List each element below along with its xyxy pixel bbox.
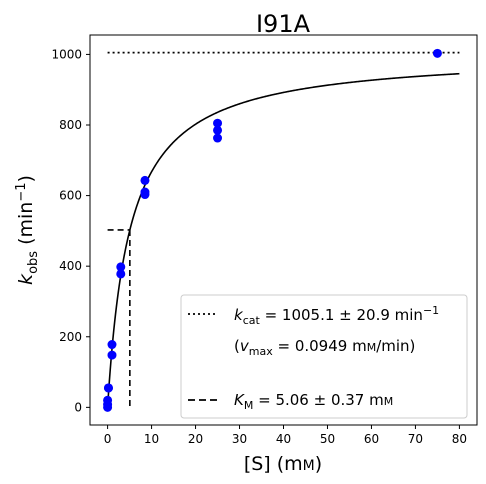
legend-km-smallcaps: M (384, 395, 394, 408)
legend-kcat-value: = 1005.1 ± 20.9 min (260, 306, 423, 324)
x-tick-label: 80 (452, 432, 467, 446)
legend-kcat-sub: cat (243, 314, 261, 327)
data-point (116, 262, 126, 272)
legend-kcat-label: kcat = 1005.1 ± 20.9 min−1 (234, 304, 439, 327)
curves (106, 51, 460, 408)
y-axis-label-sup: −1 (14, 182, 29, 201)
legend-vmax-v: v (240, 337, 250, 355)
x-tick-label: 70 (408, 432, 423, 446)
y-axis-label-k: k (15, 273, 37, 285)
y-tick-label: 1000 (51, 47, 82, 61)
legend-vmax-label: (vmax = 0.0949 mM/min) (234, 337, 415, 358)
data-point (140, 187, 150, 197)
y-axis-label-unit-close: ) (15, 175, 37, 182)
y-axis-label-sub: obs (26, 251, 41, 274)
legend: kcat = 1005.1 ± 20.9 min−1 (vmax = 0.094… (180, 294, 468, 419)
data-point (116, 269, 126, 279)
data-point (107, 340, 117, 350)
data-point (103, 383, 113, 393)
x-tick-label: 30 (232, 432, 247, 446)
y-axis-label: kobs (min−1) (14, 175, 41, 285)
legend-km-value: = 5.06 ± 0.37 m (253, 391, 383, 409)
x-tick-label: 20 (188, 432, 203, 446)
x-axis-label-close: ) (315, 453, 322, 475)
data-point (213, 133, 223, 143)
legend-vmax-open: ( (234, 337, 240, 355)
y-tick-label: 200 (59, 330, 82, 344)
y-tick-label: 800 (59, 118, 82, 132)
x-axis-label-smallcaps: M (303, 458, 315, 474)
legend-km-label: KM = 5.06 ± 0.37 mM (234, 391, 393, 412)
data-point (432, 48, 442, 58)
y-axis-label-unit-open: (min (15, 202, 37, 251)
legend-vmax-unit-rest: /min) (376, 337, 415, 355)
x-tick-label: 10 (144, 432, 159, 446)
x-tick-label: 60 (364, 432, 379, 446)
x-tick-label: 0 (104, 432, 112, 446)
x-tick-label: 40 (276, 432, 291, 446)
legend-km-sub: M (244, 399, 254, 412)
data-point (103, 395, 113, 405)
x-tick-label: 50 (320, 432, 335, 446)
legend-kcat-sup: −1 (423, 304, 439, 317)
y-tick-label: 0 (74, 400, 82, 414)
legend-kcat-k: k (234, 306, 244, 324)
legend-vmax-smallcaps: M (367, 341, 377, 354)
fit-curve (106, 72, 460, 408)
x-axis-label: [S] (mM) (244, 453, 322, 475)
data-point (213, 118, 223, 128)
axes-frame (89, 34, 478, 426)
x-axis-label-main: [S] (m (244, 453, 303, 475)
legend-box (180, 294, 468, 419)
data-point (213, 125, 223, 135)
y-tick-label: 400 (59, 259, 82, 273)
y-tick-label: 600 (59, 189, 82, 203)
chart-title: I91A (256, 10, 311, 38)
legend-vmax-sub: max (249, 345, 273, 358)
data-point (140, 175, 150, 185)
data-points (103, 48, 442, 412)
data-point (107, 350, 117, 360)
legend-vmax-value: = 0.0949 m (273, 337, 367, 355)
legend-km-k: K (234, 391, 245, 409)
